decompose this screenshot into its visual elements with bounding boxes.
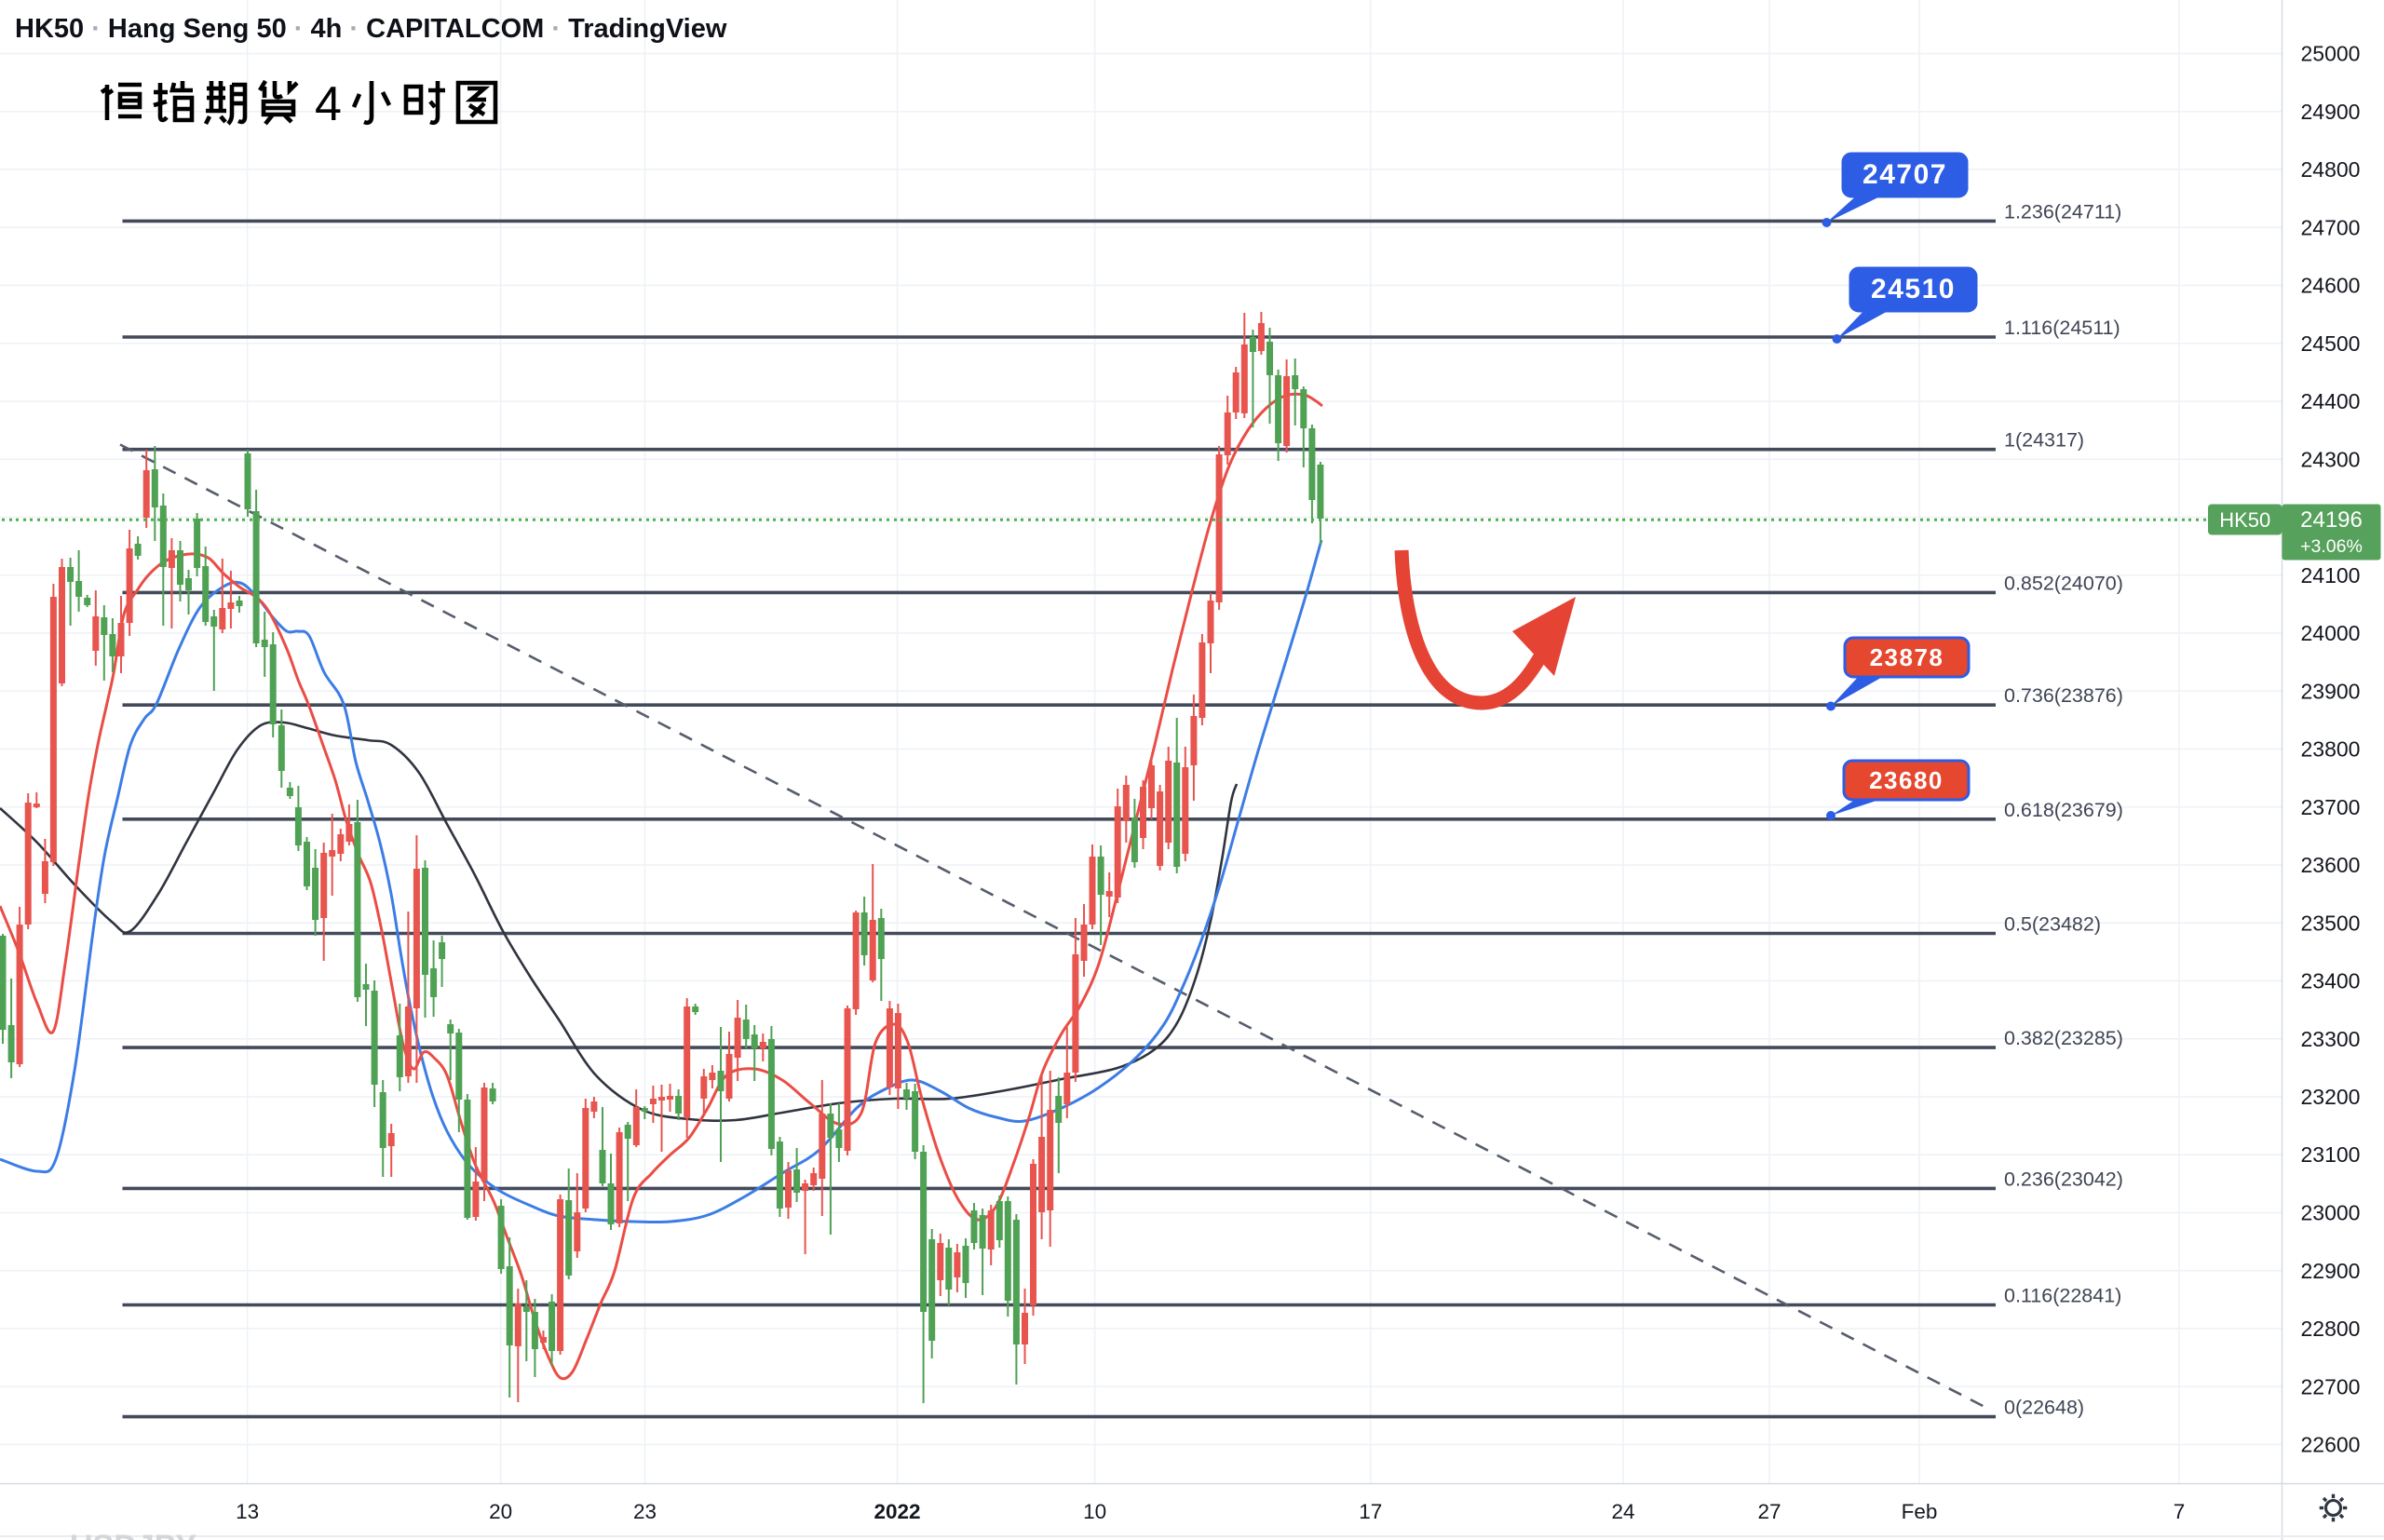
svg-text:20: 20 xyxy=(489,1500,512,1523)
svg-text:Feb: Feb xyxy=(1902,1500,1938,1523)
svg-text:24510: 24510 xyxy=(1871,274,1956,304)
svg-text:4: 4 xyxy=(315,77,342,131)
svg-text:0.5(23482): 0.5(23482) xyxy=(2004,913,2101,936)
svg-text:24600: 24600 xyxy=(2301,274,2361,298)
svg-text:24900: 24900 xyxy=(2301,100,2361,124)
svg-text:0.236(23042): 0.236(23042) xyxy=(2004,1168,2123,1190)
svg-text:0(22648): 0(22648) xyxy=(2004,1397,2084,1419)
svg-text:10: 10 xyxy=(1083,1500,1106,1523)
svg-text:23600: 23600 xyxy=(2301,853,2361,877)
svg-text:1.236(24711): 1.236(24711) xyxy=(2004,200,2121,223)
svg-text:24500: 24500 xyxy=(2301,331,2361,356)
svg-text:24707: 24707 xyxy=(1862,159,1947,190)
svg-text:HK50 · Hang Seng 50 · 4h · CAP: HK50 · Hang Seng 50 · 4h · CAPITALCOM · … xyxy=(15,14,727,44)
svg-text:23800: 23800 xyxy=(2301,737,2361,762)
svg-text:24700: 24700 xyxy=(2301,215,2361,239)
svg-text:HK50: HK50 xyxy=(2219,508,2270,532)
svg-text:17: 17 xyxy=(1359,1500,1382,1523)
svg-text:23680: 23680 xyxy=(1869,766,1944,794)
svg-text:22600: 22600 xyxy=(2301,1433,2361,1457)
svg-text:1(24317): 1(24317) xyxy=(2004,429,2084,452)
svg-text:23700: 23700 xyxy=(2301,795,2361,819)
svg-text:0.382(23285): 0.382(23285) xyxy=(2004,1027,2123,1049)
svg-text:23300: 23300 xyxy=(2301,1027,2361,1051)
svg-text:1.116(24511): 1.116(24511) xyxy=(2004,317,2120,339)
svg-text:0.852(24070): 0.852(24070) xyxy=(2004,572,2123,594)
svg-text:0.618(23679): 0.618(23679) xyxy=(2004,799,2123,821)
svg-text:7: 7 xyxy=(2174,1500,2186,1523)
svg-text:0.736(23876): 0.736(23876) xyxy=(2004,684,2123,707)
svg-text:23100: 23100 xyxy=(2301,1142,2361,1167)
svg-text:22700: 22700 xyxy=(2301,1374,2361,1398)
svg-text:2022: 2022 xyxy=(874,1500,920,1523)
svg-text:24800: 24800 xyxy=(2301,157,2361,182)
svg-text:23500: 23500 xyxy=(2301,911,2361,935)
svg-text:27: 27 xyxy=(1757,1500,1781,1523)
svg-text:USDJPY: USDJPY xyxy=(70,1529,196,1540)
svg-text:23878: 23878 xyxy=(1870,643,1944,671)
svg-text:24400: 24400 xyxy=(2301,389,2361,413)
svg-text:24100: 24100 xyxy=(2301,563,2361,588)
svg-text:25000: 25000 xyxy=(2301,42,2361,66)
svg-text:23200: 23200 xyxy=(2301,1085,2361,1109)
svg-text:23900: 23900 xyxy=(2301,679,2361,703)
svg-text:24000: 24000 xyxy=(2301,621,2361,645)
svg-text:22900: 22900 xyxy=(2301,1259,2361,1283)
svg-text:13: 13 xyxy=(236,1500,259,1523)
svg-text:23000: 23000 xyxy=(2301,1201,2361,1225)
svg-text:24300: 24300 xyxy=(2301,447,2361,471)
svg-text:24: 24 xyxy=(1611,1500,1634,1523)
svg-text:23400: 23400 xyxy=(2301,969,2361,993)
svg-text:22800: 22800 xyxy=(2301,1317,2361,1341)
svg-text:23: 23 xyxy=(633,1500,657,1523)
svg-text:24196: 24196 xyxy=(2300,507,2363,533)
svg-text:+3.06%: +3.06% xyxy=(2300,536,2363,557)
svg-text:0.116(22841): 0.116(22841) xyxy=(2004,1285,2121,1307)
